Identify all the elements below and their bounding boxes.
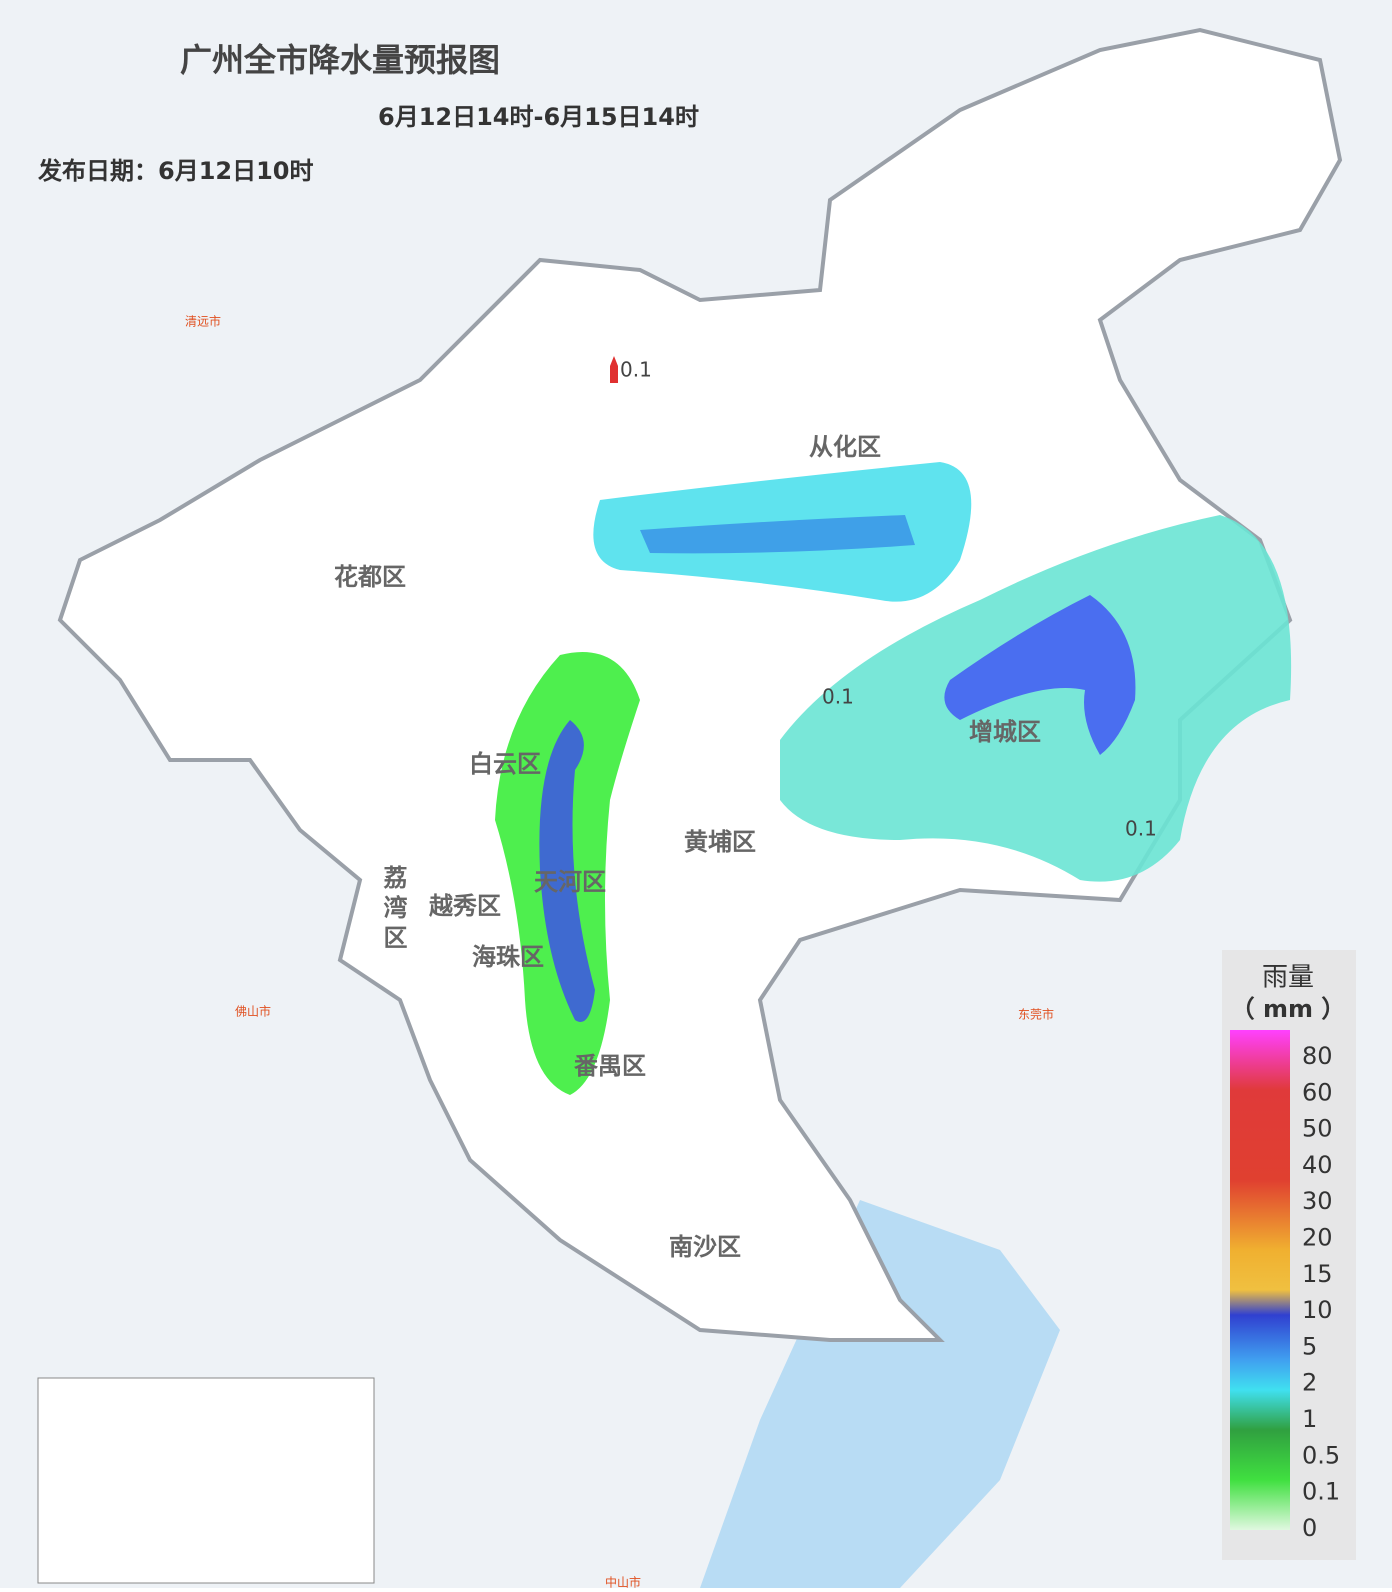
district-label: 越秀区 [429, 892, 501, 920]
guangzhou-region [57, 27, 1343, 1342]
station-marker [610, 356, 618, 383]
rain-area-1 [539, 720, 595, 1022]
legend-tick-label: 80 [1302, 1042, 1333, 1070]
legend-tick-label: 0.1 [1302, 1478, 1340, 1506]
district-label: 南沙区 [669, 1233, 741, 1261]
legend-tick-label: 50 [1302, 1115, 1333, 1143]
legend-tick-label: 5 [1302, 1332, 1317, 1360]
district-label: 白云区 [469, 750, 541, 778]
legend-tick-label: 10 [1302, 1296, 1333, 1324]
district-label: 黄埔区 [684, 828, 756, 856]
district-label: 海珠区 [472, 943, 544, 971]
rain-area-5 [944, 595, 1136, 755]
district-label: 番禺区 [573, 1052, 646, 1080]
period: 6月12日14时-6月15日14时 [378, 103, 699, 131]
city-label: 佛山市 [235, 1004, 271, 1019]
legend-tick-label: 20 [1302, 1224, 1333, 1252]
issued: 发布日期：6月12日10时 [37, 157, 314, 185]
city-label: 中山市 [605, 1575, 641, 1589]
legend-tick-label: 2 [1302, 1369, 1317, 1397]
city-label: 东莞市 [1018, 1007, 1054, 1022]
rain-area-0.1 [780, 515, 1292, 882]
legend-unit: （ mm ） [1231, 995, 1346, 1023]
district-label: 天河区 [534, 868, 606, 896]
legend-tick-label: 60 [1302, 1078, 1333, 1106]
rain-area-2 [640, 515, 915, 554]
legend-tick-label: 15 [1302, 1260, 1333, 1288]
legend-tick-label: 0.5 [1302, 1441, 1340, 1469]
contour-label: 0.1 [620, 358, 652, 382]
district-label: 荔湾区 [379, 865, 407, 955]
map-key-box [37, 1377, 375, 1584]
title: 广州全市降水量预报图 [180, 41, 500, 79]
city-label: 清远市 [185, 314, 221, 329]
water [700, 1200, 1060, 1588]
legend-tick-label: 1 [1302, 1405, 1317, 1433]
district-label: 增城区 [969, 718, 1041, 746]
contour-label: 0.1 [1125, 817, 1157, 841]
legend-tick-label: 30 [1302, 1187, 1333, 1215]
color-bar [1230, 1030, 1290, 1530]
legend-tick-label: 40 [1302, 1151, 1333, 1179]
contour-label: 0.1 [822, 685, 854, 709]
legend-title: 雨量 [1262, 963, 1314, 993]
district-label: 从化区 [809, 433, 881, 461]
district-label: 花都区 [334, 563, 406, 591]
legend-tick-label: 0 [1302, 1514, 1317, 1542]
